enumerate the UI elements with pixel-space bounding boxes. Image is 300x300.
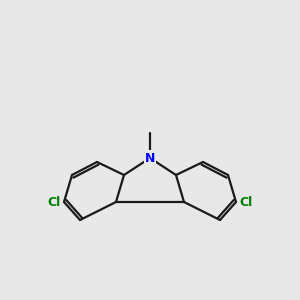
Text: N: N (145, 152, 155, 164)
Text: Cl: Cl (48, 196, 61, 208)
Text: Cl: Cl (239, 196, 252, 208)
